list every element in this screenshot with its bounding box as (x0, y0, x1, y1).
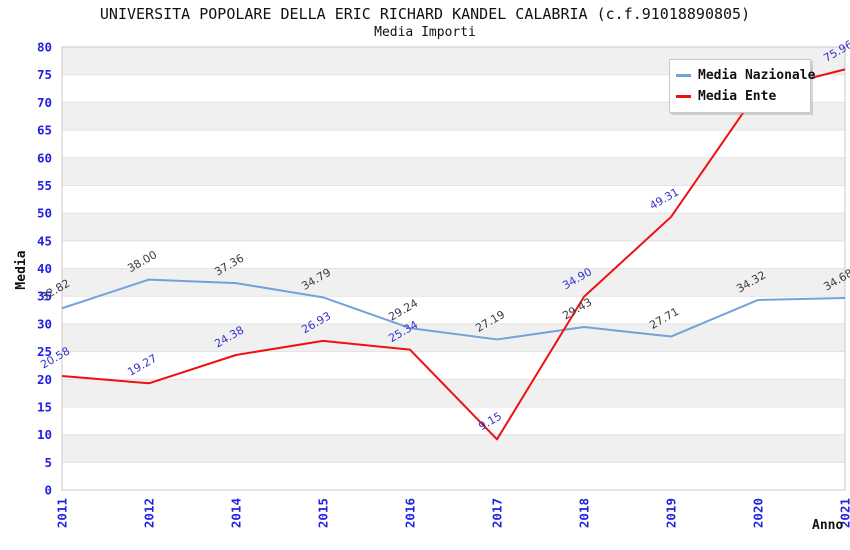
x-tick-label: 2015 (316, 498, 331, 528)
x-tick-label: 2016 (403, 498, 418, 528)
y-tick-label: 35 (37, 289, 52, 304)
x-tick-label: 2021 (838, 498, 850, 528)
plot-stripe (62, 351, 845, 380)
y-tick-label: 40 (37, 261, 52, 276)
chart-subtitle: Media Importi (374, 25, 476, 40)
plot-stripe (62, 434, 845, 463)
y-tick-label: 45 (37, 233, 52, 248)
y-tick-label: 30 (37, 316, 52, 331)
y-tick-label: 60 (37, 150, 52, 165)
x-tick-label: 2011 (55, 498, 70, 528)
legend-item-media-nazionale: Media Nazionale (676, 65, 815, 86)
x-tick-label: 2018 (577, 498, 592, 528)
plot-stripe (62, 296, 845, 324)
x-axis-title: Anno (812, 518, 843, 533)
plot-stripe (62, 323, 845, 352)
y-tick-label: 70 (37, 95, 52, 110)
y-tick-label: 0 (44, 483, 52, 498)
y-tick-label: 10 (37, 427, 52, 442)
chart-title: UNIVERSITA POPOLARE DELLA ERIC RICHARD K… (99, 5, 751, 23)
y-tick-label: 55 (37, 178, 52, 193)
series-line-media-ente (61, 68, 846, 441)
y-tick-label: 75 (37, 67, 52, 82)
x-tick-label: 2012 (142, 498, 157, 528)
series-line-media-nazionale (61, 278, 846, 341)
legend-label: Media Ente (698, 89, 777, 104)
plot-stripe (62, 406, 845, 435)
y-tick-label: 15 (37, 399, 52, 414)
y-tick-label: 25 (37, 344, 52, 359)
legend-label: Media Nazionale (698, 68, 816, 83)
x-tick-label: 2014 (229, 498, 244, 528)
legend-swatch (676, 95, 691, 98)
x-tick-label: 2019 (664, 498, 679, 528)
y-tick-label: 80 (37, 40, 52, 55)
plot-stripe (62, 213, 845, 241)
legend: Media Nazionale Media Ente (669, 59, 815, 113)
x-tick-label: 2020 (751, 498, 766, 528)
plot-border (61, 46, 846, 491)
y-tick-label: 5 (44, 455, 52, 470)
plot-stripe (62, 240, 845, 269)
y-tick-label: 65 (37, 123, 52, 138)
plot-stripe (62, 185, 845, 214)
plot-stripe (62, 462, 845, 490)
legend-swatch (676, 74, 691, 77)
y-axis-title: Media (14, 250, 29, 289)
y-tick-label: 50 (37, 206, 52, 221)
legend-item-media-ente: Media Ente (676, 86, 804, 107)
x-tick-label: 2017 (490, 498, 505, 528)
plot-stripe (62, 268, 845, 297)
plot-stripe (62, 157, 845, 186)
y-tick-label: 20 (37, 372, 52, 387)
